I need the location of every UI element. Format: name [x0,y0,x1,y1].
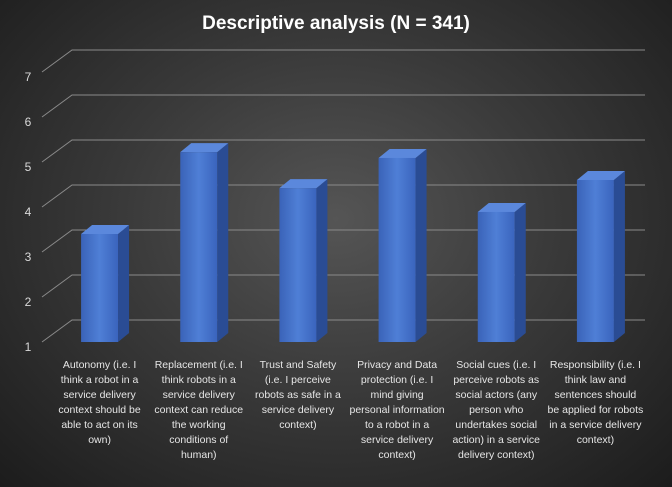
bar-top [378,148,427,158]
grid-line [41,139,645,163]
x-tick-label: Trust and Safety (i.e. I perceive robots… [255,359,341,431]
grid-line [41,94,645,118]
bar-side [613,171,625,342]
bar-side [514,202,526,342]
bar-top [279,179,328,189]
bar-top [180,143,229,153]
bar-top [81,225,130,234]
y-tick-label: 3 [25,250,32,264]
bar [81,234,119,342]
y-tick-label: 1 [25,340,32,354]
x-tick-label: Social cues (i.e. I perceive robots as s… [452,359,541,461]
chart-title: Descriptive analysis (N = 341) [202,13,470,34]
bar [378,157,416,342]
bar-side [118,225,130,342]
bar-top [576,171,625,180]
bar [576,180,614,342]
bar-side [217,143,229,342]
bar-side [316,179,328,342]
bar [180,152,218,342]
x-tick-label: Privacy and Data protection (i.e. I mind… [349,359,445,461]
grid-line [41,319,645,343]
x-tick-label: Responsibility (i.e. I think law and sen… [547,359,644,446]
bar [477,211,515,342]
bar-side [415,148,427,342]
x-tick-label: Replacement (i.e. I think robots in a se… [154,359,244,461]
y-tick-label: 6 [25,115,32,129]
grid-line [41,229,645,253]
bar [279,188,317,342]
grid-line [41,274,645,298]
y-tick-label: 7 [25,70,32,84]
x-tick-label: Autonomy (i.e. I think a robot in a serv… [58,359,141,446]
grid-line [41,49,645,73]
y-tick-label: 5 [25,160,32,174]
bar-top [477,202,526,212]
y-tick-label: 2 [25,295,32,309]
grid-line [41,184,645,208]
y-tick-label: 4 [25,205,32,219]
